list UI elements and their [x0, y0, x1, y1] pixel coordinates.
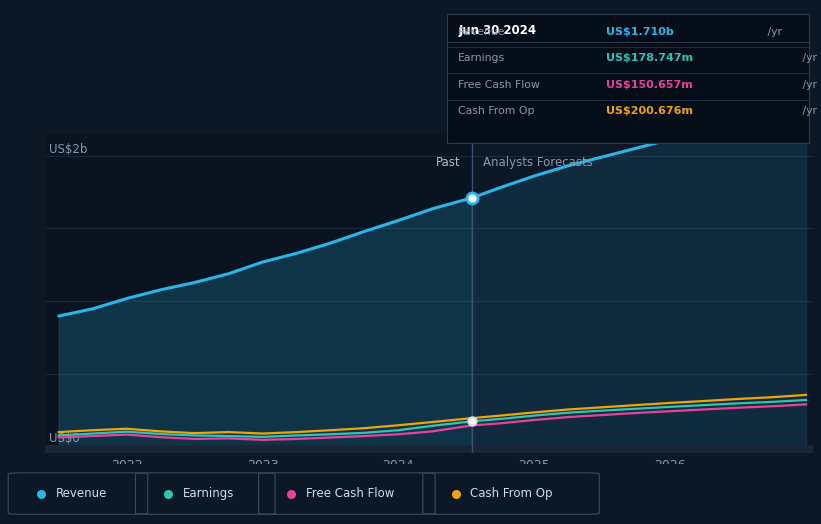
Text: Cash From Op: Cash From Op	[470, 487, 553, 500]
Bar	[45, 444, 813, 453]
Text: Jun 30 2024: Jun 30 2024	[458, 25, 536, 37]
Bar	[472, 134, 813, 453]
Text: /yr: /yr	[799, 80, 817, 90]
Text: Earnings: Earnings	[458, 53, 506, 63]
Text: Earnings: Earnings	[183, 487, 235, 500]
Text: Free Cash Flow: Free Cash Flow	[458, 80, 540, 90]
Text: /yr: /yr	[799, 106, 817, 116]
Text: Past: Past	[436, 156, 461, 169]
Text: /yr: /yr	[799, 53, 817, 63]
Text: Revenue: Revenue	[458, 27, 506, 37]
Text: Analysts Forecasts: Analysts Forecasts	[483, 156, 593, 169]
Text: US$150.657m: US$150.657m	[607, 80, 693, 90]
Text: Free Cash Flow: Free Cash Flow	[306, 487, 395, 500]
Text: US$2b: US$2b	[49, 143, 88, 156]
Text: /yr: /yr	[764, 27, 782, 37]
Text: Revenue: Revenue	[56, 487, 108, 500]
Text: US$1.710b: US$1.710b	[607, 27, 674, 37]
Text: US$0: US$0	[49, 431, 80, 444]
Text: Cash From Op: Cash From Op	[458, 106, 534, 116]
Bar	[45, 134, 472, 453]
Text: US$200.676m: US$200.676m	[607, 106, 694, 116]
Text: US$178.747m: US$178.747m	[607, 53, 694, 63]
